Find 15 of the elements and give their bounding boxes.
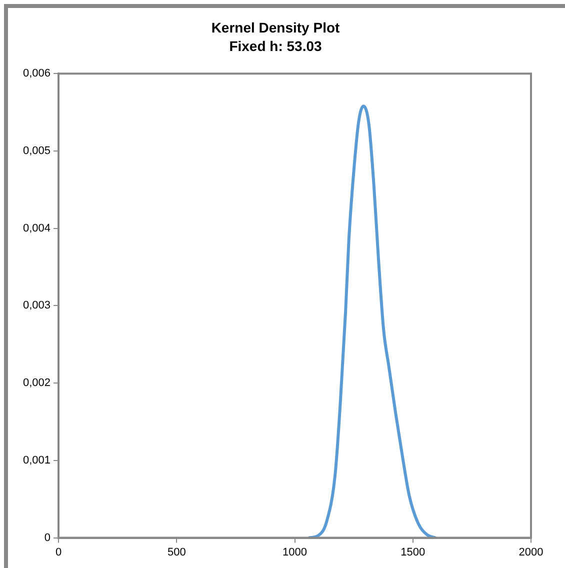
- y-tick-label: 0,002: [22, 377, 51, 390]
- x-tick-label: 1000: [282, 546, 308, 558]
- y-tick-label: 0: [44, 532, 51, 544]
- y-tick-label: 0,003: [22, 300, 51, 312]
- chart-subtitle: Fixed h: 53.03: [229, 38, 322, 54]
- y-tick-label: 0,004: [22, 222, 51, 234]
- y-tick-label: 0,006: [22, 68, 51, 80]
- x-tick-label: 500: [167, 546, 186, 558]
- chart-title: Kernel Density Plot: [211, 19, 340, 36]
- x-tick-label: 2000: [518, 546, 544, 558]
- line-series: [307, 104, 437, 538]
- x-tick-label: 0: [55, 546, 62, 558]
- x-tick-label: 1500: [400, 546, 426, 558]
- y-tick-label: 0,001: [22, 454, 51, 466]
- y-tick-label: 0,005: [22, 145, 51, 157]
